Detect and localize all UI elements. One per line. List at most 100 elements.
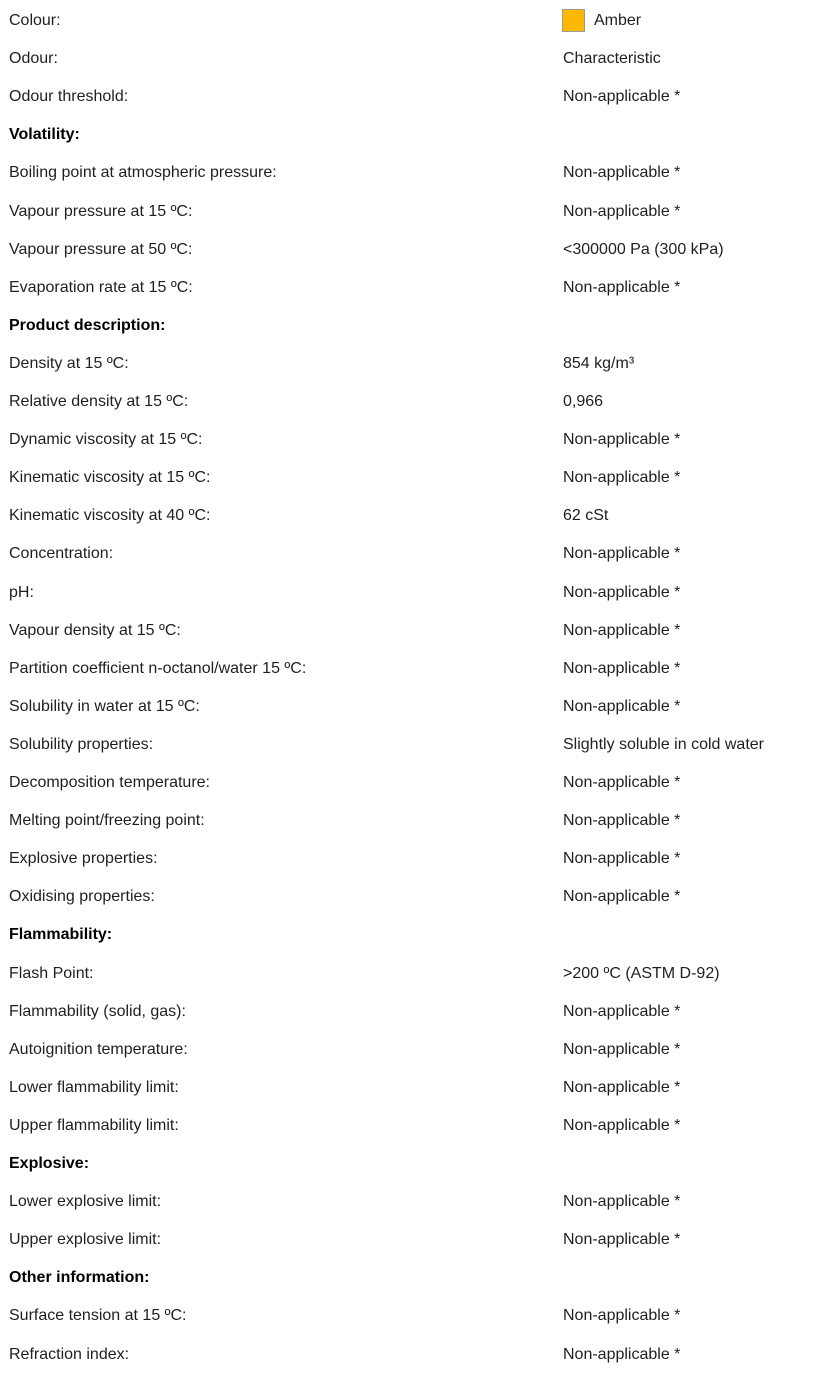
property-label: Odour: [9,50,58,68]
section-heading-row: Explosive: [9,1145,838,1183]
property-label: Melting point/freezing point: [9,812,205,830]
property-label: Upper flammability limit: [9,1116,179,1134]
property-label: Flammability (solid, gas): [9,1002,186,1020]
property-row: Explosive properties: Non-applicable * [9,840,838,878]
property-value: Non-applicable * [563,659,681,677]
property-row: Odour: Characteristic [9,40,838,78]
property-row: Oxidising properties: Non-applicable * [9,878,838,916]
property-label: Boiling point at atmospheric pressure: [9,164,277,182]
property-row: Kinematic viscosity at 40 ºC: 62 cSt [9,497,838,535]
property-label: Dynamic viscosity at 15 ºC: [9,431,203,449]
property-row: Vapour pressure at 15 ºC: Non-applicable … [9,193,838,231]
property-row: Dynamic viscosity at 15 ºC: Non-applicabl… [9,421,838,459]
section-heading-row: Other information: [9,1259,838,1297]
property-value: Non-applicable * [563,1345,681,1363]
property-row: Solubility in water at 15 ºC: Non-applica… [9,688,838,726]
property-label: pH: [9,583,34,601]
property-row-colour: Colour: Amber [9,2,838,40]
property-row: Vapour pressure at 50 ºC: <300000 Pa (300… [9,231,838,269]
property-value: >200 ºC (ASTM D-92) [563,964,720,982]
property-value: Non-applicable * [563,1116,681,1134]
section-heading: Explosive: [9,1155,90,1172]
property-value: Non-applicable * [563,1002,681,1020]
property-value: Non-applicable * [563,621,681,639]
property-label: Kinematic viscosity at 15 ºC: [9,469,211,487]
colour-swatch [562,9,585,32]
property-row: Relative density at 15 ºC: 0,966 [9,383,838,421]
section-heading: Flammability: [9,926,113,944]
property-value: Amber [594,12,642,29]
property-label: Vapour pressure at 50 ºC: [9,240,193,258]
property-value: Characteristic [563,50,661,68]
property-row: Autoignition temperature: Non-applicable … [9,1031,838,1069]
property-label: Odour threshold: [9,88,129,106]
property-row: Vapour density at 15 ºC: Non-applicable * [9,612,838,650]
property-value: <300000 Pa (300 kPa) [563,240,724,258]
property-label: Refraction index: [9,1345,130,1363]
property-value: Non-applicable * [563,1040,681,1058]
property-value: 0,966 [563,393,604,410]
property-value: Non-applicable * [563,278,681,296]
property-value: Non-applicable * [563,431,681,449]
property-label: Kinematic viscosity at 40 ºC: [9,507,211,525]
property-label: Flash Point: [9,964,94,982]
property-value: Non-applicable * [563,888,681,906]
property-row: Lower explosive limit: Non-applicable * [9,1183,838,1221]
section-heading: Volatility: [9,126,80,144]
property-row: Odour threshold: Non-applicable * [9,78,838,116]
property-label: Solubility properties: [9,735,154,753]
property-value: Non-applicable * [563,774,681,791]
property-label: Surface tension at 15 ºC: [9,1307,187,1325]
property-row: Flash Point: >200 ºC (ASTM D-92) [9,955,838,993]
property-row: Upper explosive limit: Non-applicable * [9,1221,838,1259]
property-value: Non-applicable * [563,812,681,830]
property-row: Boiling point at atmospheric pressure: No… [9,154,838,192]
property-row: pH: Non-applicable * [9,574,838,612]
property-value: Non-applicable * [563,1307,681,1325]
property-value: Non-applicable * [563,469,681,487]
property-label: Lower flammability limit: [9,1078,179,1096]
property-row: Surface tension at 15 ºC: Non-applicable … [9,1297,838,1335]
property-row: Partition coefficient n-octanol/water 15… [9,650,838,688]
property-label: Vapour density at 15 ºC: [9,621,181,639]
property-row: Evaporation rate at 15 ºC: Non-applicable… [9,269,838,307]
section-heading: Product description: [9,316,166,334]
property-label: Oxidising properties: [9,888,155,906]
property-label: Concentration: [9,545,114,563]
property-label: Decomposition temperature: [9,774,210,791]
property-value: Non-applicable * [563,850,681,868]
property-row: Solubility properties: Slightly soluble i… [9,726,838,764]
property-value: Non-applicable * [563,1231,681,1249]
property-value: Slightly soluble in cold water [563,735,764,753]
section-heading-row: Flammability: [9,916,838,954]
property-label: Density at 15 ºC: [9,354,129,372]
section-heading-row: Volatility: [9,116,838,154]
property-value: Non-applicable * [563,164,681,182]
property-value: 854 kg/m³ [563,354,635,372]
property-row: Concentration: Non-applicable * [9,535,838,573]
property-row: Upper flammability limit: Non-applicable … [9,1107,838,1145]
property-value: Non-applicable * [563,1193,681,1211]
property-label: Partition coefficient n-octanol/water 15… [9,659,307,677]
property-value: Non-applicable * [563,202,681,220]
property-label: Evaporation rate at 15 ºC: [9,278,193,296]
property-label: Lower explosive limit: [9,1193,162,1211]
property-label: Solubility in water at 15 ºC: [9,697,200,715]
property-row: Melting point/freezing point: Non-applica… [9,802,838,840]
property-row: Flammability (solid, gas): Non-applicable… [9,993,838,1031]
section-heading: Other information: [9,1269,150,1287]
property-value: Non-applicable * [563,583,681,601]
property-row: Refraction index: Non-applicable * [9,1336,838,1374]
property-value: Non-applicable * [563,697,681,715]
property-label: Relative density at 15 ºC: [9,393,189,410]
property-row: Decomposition temperature: Non-applicable… [9,764,838,802]
property-label: Vapour pressure at 15 ºC: [9,202,193,220]
section-heading-row: Product description: [9,307,838,345]
property-value: Non-applicable * [563,1078,681,1096]
property-label: Colour: [9,12,61,29]
property-value: Non-applicable * [563,545,681,563]
property-row: Kinematic viscosity at 15 ºC: Non-applica… [9,459,838,497]
property-value: 62 cSt [563,507,609,525]
property-label: Upper explosive limit: [9,1231,162,1249]
